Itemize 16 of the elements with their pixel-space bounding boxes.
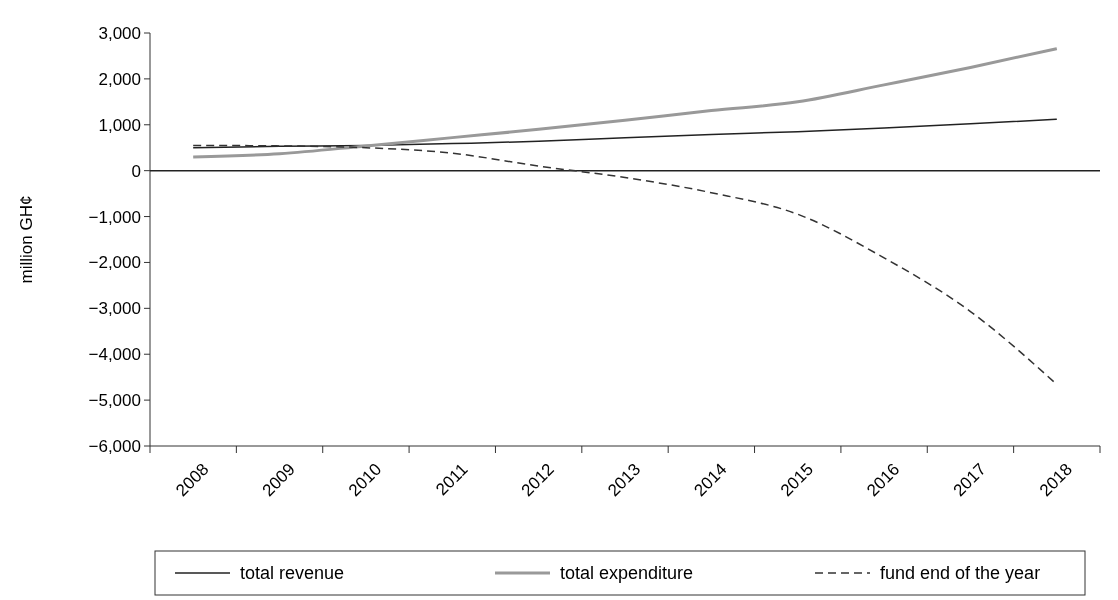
y-tick-label: 3,000 — [98, 23, 141, 43]
y-tick-label: 0 — [131, 161, 141, 181]
legend-label: total expenditure — [560, 563, 694, 584]
legend-label: total revenue — [240, 563, 345, 584]
y-tick-label: 2,000 — [98, 69, 141, 89]
line-series — [192, 118, 1058, 149]
y-tick-label: −1,000 — [88, 207, 141, 227]
y-tick-label: −2,000 — [88, 253, 141, 273]
legend-label: fund end of the year — [880, 563, 1041, 584]
y-tick-label: −4,000 — [88, 345, 141, 365]
y-tick-label: −6,000 — [88, 436, 141, 456]
y-tick-label: −5,000 — [88, 391, 141, 411]
y-tick-label: −3,000 — [88, 299, 141, 319]
y-axis-title: million GH¢ — [17, 195, 36, 284]
line-series — [191, 47, 1059, 159]
y-tick-label: 1,000 — [98, 115, 141, 135]
